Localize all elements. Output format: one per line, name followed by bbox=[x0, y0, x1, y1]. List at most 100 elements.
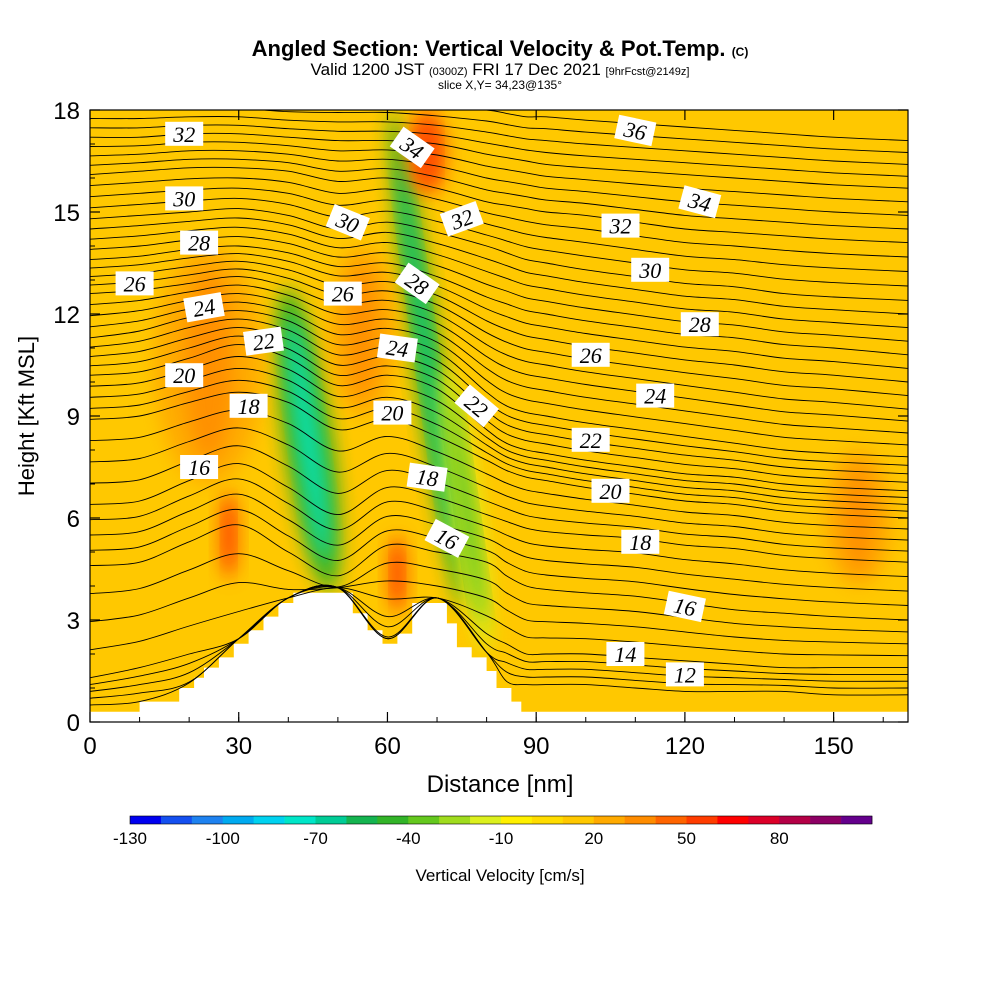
colorbar-tick-label: 20 bbox=[584, 829, 603, 848]
isentropes bbox=[90, 110, 908, 706]
valid-utc: (0300Z) bbox=[429, 66, 468, 78]
isentrope-label: 24 bbox=[636, 383, 675, 409]
svg-text:24: 24 bbox=[191, 293, 217, 321]
isentrope-14 bbox=[90, 586, 908, 679]
y-tick-label: 18 bbox=[53, 98, 80, 125]
svg-text:22: 22 bbox=[580, 428, 602, 453]
colorbar-tick-label: -40 bbox=[396, 829, 421, 848]
colorbar-swatch bbox=[253, 816, 285, 824]
isentrope-24 bbox=[90, 310, 908, 458]
isentrope-minor bbox=[90, 427, 908, 541]
valid-forecast: [9hrFcst@2149z] bbox=[605, 66, 690, 78]
colorbar-swatch bbox=[377, 816, 409, 824]
isentrope-label: 22 bbox=[571, 427, 610, 453]
isentrope-minor bbox=[90, 335, 908, 483]
isentrope-32 bbox=[90, 166, 908, 244]
isentrope-minor bbox=[90, 379, 908, 512]
x-axis-label: Distance [nm] bbox=[427, 771, 574, 798]
svg-text:28: 28 bbox=[188, 231, 210, 256]
x-tick-label: 150 bbox=[814, 733, 854, 760]
isentrope-22 bbox=[90, 344, 908, 492]
y-tick-label: 15 bbox=[53, 200, 80, 227]
isentrope-minor bbox=[90, 509, 908, 606]
isentrope-label: 22 bbox=[454, 384, 499, 428]
title-units: (C) bbox=[731, 45, 749, 59]
svg-text:18: 18 bbox=[629, 530, 651, 555]
y-tick-label: 12 bbox=[53, 302, 80, 329]
isentrope-minor bbox=[90, 217, 908, 315]
isentrope-label: 26 bbox=[323, 281, 362, 307]
vertical-velocity-field bbox=[154, 110, 894, 653]
colorbar-swatch bbox=[779, 816, 811, 824]
colorbar-swatch bbox=[810, 816, 842, 824]
isentrope-label: 28 bbox=[680, 312, 719, 337]
isentrope-minor bbox=[90, 226, 908, 329]
svg-text:30: 30 bbox=[172, 186, 195, 211]
svg-text:14: 14 bbox=[614, 642, 636, 667]
isentrope-minor bbox=[90, 445, 908, 552]
isentrope-minor bbox=[90, 149, 908, 216]
colorbar-swatch bbox=[408, 816, 440, 824]
svg-text:16: 16 bbox=[188, 455, 210, 480]
isentrope-label: 28 bbox=[180, 230, 219, 256]
colorbar-swatch bbox=[191, 816, 224, 824]
svg-text:18: 18 bbox=[238, 394, 260, 419]
y-tick-label: 6 bbox=[67, 506, 80, 533]
isentrope-26 bbox=[90, 276, 908, 410]
isentrope-label: 16 bbox=[424, 518, 470, 558]
isentrope-label: 30 bbox=[631, 257, 670, 283]
isentrope-label: 20 bbox=[165, 363, 204, 388]
colorbar-frame bbox=[129, 815, 873, 825]
isentrope-minor bbox=[90, 493, 908, 592]
colorbar-swatch bbox=[562, 816, 595, 824]
isentrope-minor bbox=[90, 293, 908, 434]
x-tick-label: 60 bbox=[374, 733, 401, 760]
colorbar-swatch bbox=[717, 816, 749, 824]
isentrope-28 bbox=[90, 245, 908, 356]
colorbar-swatch bbox=[748, 816, 780, 824]
colorbar-swatch bbox=[624, 816, 656, 824]
y-tick-label: 3 bbox=[67, 608, 80, 635]
isentrope-label: 14 bbox=[606, 642, 645, 667]
svg-text:20: 20 bbox=[173, 363, 195, 388]
svg-text:20: 20 bbox=[600, 479, 622, 504]
svg-text:26: 26 bbox=[580, 343, 602, 368]
colorbar-swatch bbox=[315, 816, 347, 824]
colorbar-swatch bbox=[531, 816, 564, 824]
terrain bbox=[90, 592, 908, 722]
colorbar-tick-label: -100 bbox=[206, 829, 240, 848]
x-tick-label: 120 bbox=[665, 733, 705, 760]
isentrope-30 bbox=[90, 208, 908, 301]
colorbar-tick-label: 80 bbox=[770, 829, 789, 848]
downdraft-region bbox=[441, 366, 492, 653]
colorbar-swatch bbox=[130, 816, 162, 824]
svg-text:12: 12 bbox=[674, 662, 696, 687]
isentrope-16 bbox=[90, 524, 908, 621]
updraft-region bbox=[218, 490, 239, 580]
svg-text:26: 26 bbox=[124, 271, 146, 296]
x-tick-label: 90 bbox=[523, 733, 550, 760]
chart-title: Angled Section: Vertical Velocity & Pot.… bbox=[0, 36, 1000, 62]
svg-text:16: 16 bbox=[671, 592, 698, 621]
isentrope-minor bbox=[90, 260, 908, 383]
colorbar-swatch bbox=[346, 816, 378, 824]
svg-text:28: 28 bbox=[689, 312, 711, 337]
colorbar-swatch bbox=[439, 816, 471, 824]
svg-text:18: 18 bbox=[414, 464, 439, 492]
updraft-region bbox=[823, 450, 894, 586]
colorbar-tick-label: -70 bbox=[303, 829, 328, 848]
svg-text:22: 22 bbox=[251, 328, 276, 356]
isentrope-20 bbox=[90, 391, 908, 519]
colorbar-swatch bbox=[686, 816, 718, 824]
isentrope-minor bbox=[90, 356, 908, 499]
title-text: Angled Section: Vertical Velocity & Pot.… bbox=[251, 36, 726, 61]
svg-text:24: 24 bbox=[385, 335, 410, 363]
isentrope-label: 26 bbox=[571, 342, 610, 368]
svg-text:30: 30 bbox=[638, 258, 661, 283]
updraft-region bbox=[387, 535, 408, 614]
colorbar-label: Vertical Velocity [cm/s] bbox=[415, 866, 584, 885]
isentrope-minor bbox=[90, 141, 908, 203]
